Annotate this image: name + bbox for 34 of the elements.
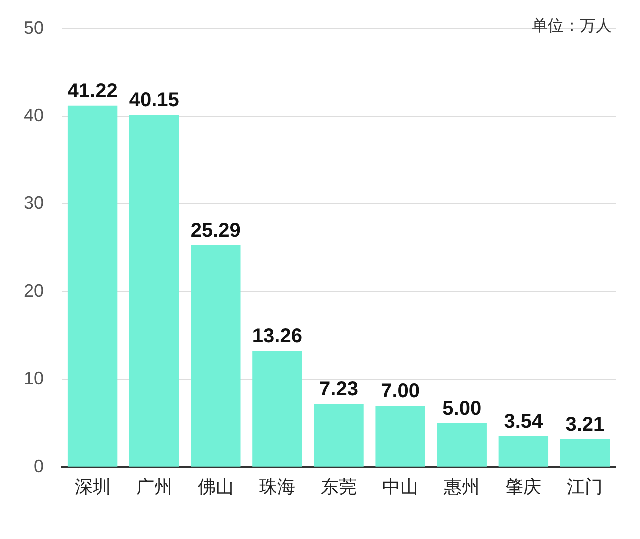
data-label: 3.21 bbox=[566, 414, 605, 436]
y-tick-label: 40 bbox=[24, 105, 44, 126]
y-tick-label: 20 bbox=[24, 280, 44, 301]
data-label: 7.23 bbox=[320, 378, 358, 400]
y-tick-label: 10 bbox=[24, 368, 44, 389]
bar bbox=[68, 106, 118, 467]
annotation: 单位：万人 bbox=[532, 16, 612, 37]
bar bbox=[252, 351, 302, 467]
bar bbox=[376, 406, 426, 467]
y-tick-label: 50 bbox=[24, 18, 44, 38]
data-label: 41.22 bbox=[68, 80, 118, 102]
data-label: 3.54 bbox=[504, 410, 544, 433]
bar bbox=[130, 115, 180, 467]
bar bbox=[314, 404, 364, 467]
x-tick-label: 惠州 bbox=[443, 477, 480, 498]
x-tick-label: 深圳 bbox=[74, 477, 111, 498]
x-tick-label: 珠海 bbox=[259, 477, 296, 498]
x-tick-label: 江门 bbox=[567, 477, 604, 498]
bar bbox=[191, 246, 241, 467]
bar bbox=[498, 436, 549, 467]
y-tick-label: 30 bbox=[24, 193, 44, 214]
data-label: 5.00 bbox=[442, 398, 482, 420]
bar bbox=[437, 424, 487, 467]
x-tick-label: 佛山 bbox=[198, 477, 234, 498]
data-label: 13.26 bbox=[252, 326, 302, 348]
bar bbox=[560, 439, 610, 467]
data-label: 7.00 bbox=[381, 380, 420, 403]
x-tick-label: 东莞 bbox=[321, 477, 358, 498]
x-tick-label: 广州 bbox=[136, 477, 172, 498]
x-tick-label: 中山 bbox=[382, 477, 419, 498]
data-label: 40.15 bbox=[129, 90, 180, 112]
x-tick-label: 肇庆 bbox=[506, 477, 542, 498]
y-tick-label: 0 bbox=[34, 456, 44, 476]
data-label: 25.29 bbox=[190, 220, 241, 242]
